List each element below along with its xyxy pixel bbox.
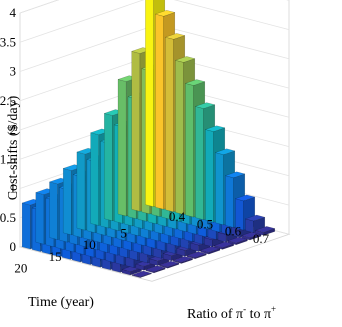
z-tick-label: 2 [10,122,17,137]
z-tick-label: 0.5 [0,210,16,225]
x-tick-label: 10 [83,237,96,252]
z-axis-label: Cost-shifts ($/day) [6,95,21,200]
z-grid-line [19,0,290,43]
z-tick-label: 0 [10,239,17,254]
bars [21,0,276,278]
z-tick-label: 4 [10,5,17,20]
bar [213,241,235,250]
bar [186,251,208,260]
y-axis-label: Ratio of π- to π+ [187,304,276,322]
z-tick-label: 3.5 [0,34,16,49]
z-tick-label: 1 [10,181,17,196]
z-tick-label: 3 [10,64,17,79]
x-tick-label: 15 [49,249,62,264]
x-axis-label: Time (year) [28,295,94,310]
bar [145,265,166,274]
y-tick-label: 0.7 [253,231,270,246]
tick-labels: 0 0.5 1 1.5 2 2.5 3 3.5 4 20 15 10 5 0.4 0.5 0.6 0.7 [0,5,270,276]
bar [172,256,194,264]
bar [254,226,276,236]
bar [158,260,180,269]
bar [131,270,153,278]
z-tick-label: 2.5 [0,93,16,108]
y-tick-label: 0.4 [169,209,186,224]
y-tick-label: 0.5 [197,216,213,231]
z-tick-label: 1.5 [0,151,16,166]
x-tick-label: 5 [120,225,127,240]
x-tick-label: 20 [14,261,27,276]
bar [227,236,249,245]
y-tick-label: 0.6 [225,224,242,239]
bar [199,246,221,255]
